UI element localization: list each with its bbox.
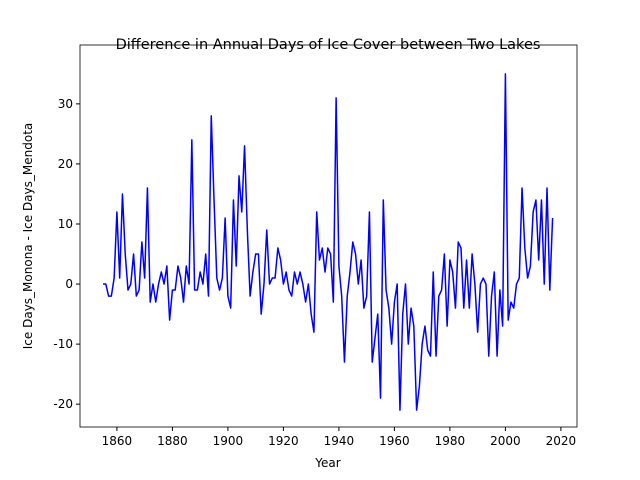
x-tick-label: 1920: [268, 434, 299, 448]
y-tick-label: -10: [53, 337, 73, 351]
x-axis-label: Year: [314, 456, 340, 470]
x-tick-label: 2000: [490, 434, 521, 448]
x-tick-label: 1940: [324, 434, 355, 448]
y-axis-label: Ice Days_Monona - Ice Days_Mendota: [21, 123, 35, 349]
y-tick-label: 0: [65, 277, 73, 291]
y-tick-label: -20: [53, 397, 73, 411]
x-tick-label: 1880: [157, 434, 188, 448]
x-tick-label: 1960: [379, 434, 410, 448]
y-tick-label: 30: [58, 97, 73, 111]
x-tick-label: 1860: [102, 434, 133, 448]
data-line: [103, 73, 554, 411]
plot-frame: [79, 44, 578, 428]
x-tick-label: 1980: [435, 434, 466, 448]
y-tick-label: 10: [58, 217, 73, 231]
x-tick-label: 1900: [213, 434, 244, 448]
x-tick-label: 2020: [546, 434, 577, 448]
y-tick-label: 20: [58, 157, 73, 171]
